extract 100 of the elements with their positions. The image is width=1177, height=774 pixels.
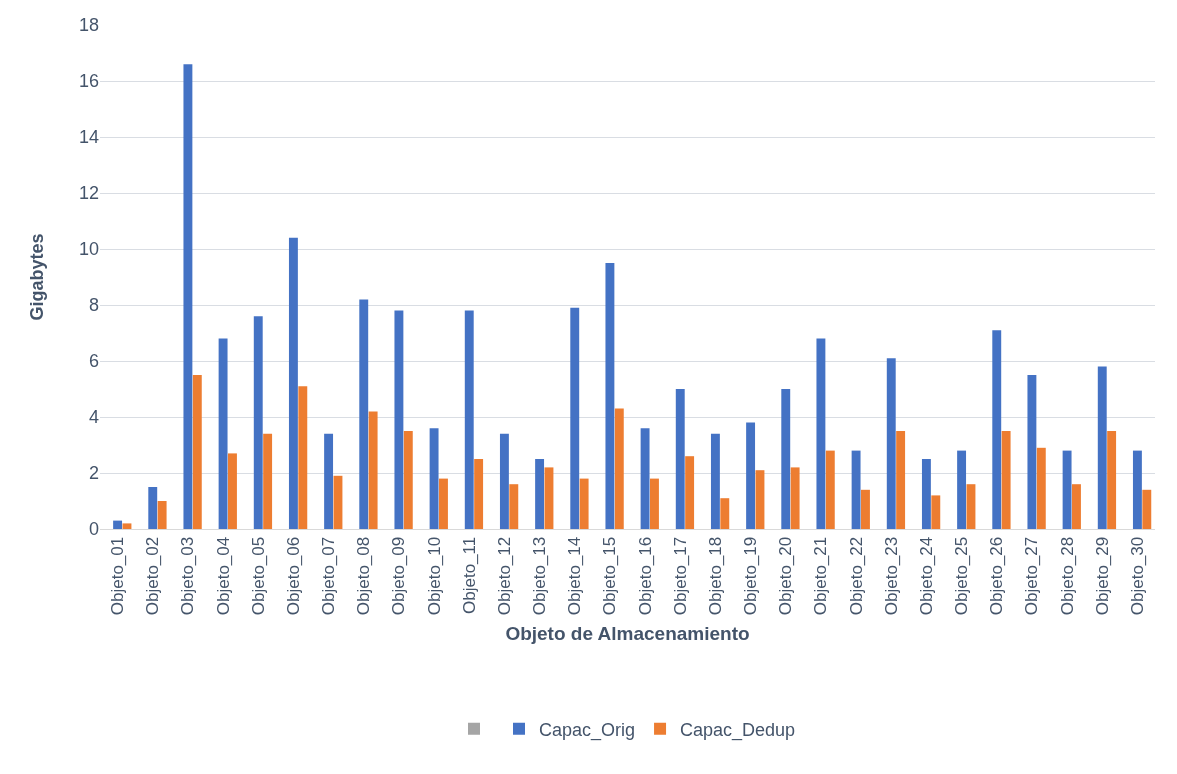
bar (148, 487, 158, 529)
y-tick-label: 12 (78, 183, 99, 204)
x-tick-label: Objeto_12 (494, 536, 514, 616)
bar (218, 338, 228, 529)
legend-label: Capac_Orig (539, 719, 636, 741)
bar (113, 520, 123, 529)
bar (403, 431, 413, 529)
bar (394, 310, 404, 529)
bar (439, 478, 448, 529)
bar (429, 428, 439, 529)
bar (1132, 450, 1142, 529)
bar (640, 428, 650, 529)
x-tick-label: Objeto_15 (600, 536, 620, 616)
bar (781, 389, 791, 529)
y-tick-label: 2 (88, 463, 99, 484)
y-axis-title: Gigabytes (27, 233, 48, 321)
y-tick-label: 6 (88, 351, 99, 372)
bar (816, 338, 826, 529)
bar (675, 389, 685, 529)
bar (896, 431, 906, 529)
bar (1142, 489, 1152, 529)
x-tick-label: Objeto_22 (846, 536, 866, 616)
y-tick-label: 8 (88, 295, 99, 316)
x-tick-label: Objeto_21 (811, 536, 831, 616)
bar (755, 470, 765, 529)
bar (253, 316, 263, 529)
bar (1062, 450, 1072, 529)
bar (509, 484, 519, 529)
x-tick-label: Objeto_11 (459, 536, 479, 614)
bar (1072, 484, 1081, 529)
x-tick-label: Objeto_06 (283, 536, 303, 616)
bar (324, 433, 334, 529)
x-tick-label: Objeto_04 (213, 536, 233, 616)
bar (368, 411, 378, 529)
bar (720, 498, 730, 529)
x-tick-label: Objeto_10 (424, 536, 444, 616)
bar (790, 467, 800, 529)
bar (605, 263, 615, 529)
x-tick-label: Objeto_07 (319, 536, 339, 616)
bar (474, 459, 484, 529)
x-tick-label: Objeto_05 (248, 536, 268, 616)
x-tick-label: Objeto_14 (565, 536, 585, 616)
bar (861, 489, 870, 529)
x-tick-label: Objeto_20 (776, 536, 796, 616)
x-tick-label: Objeto_19 (741, 536, 761, 616)
bar (1097, 366, 1107, 529)
bar (157, 501, 167, 529)
bar (298, 386, 308, 529)
bar (535, 459, 545, 529)
x-tick-label: Objeto_16 (635, 536, 655, 616)
bar (288, 237, 298, 529)
bar (464, 310, 474, 529)
y-tick-label: 18 (78, 15, 99, 36)
x-tick-label: Objeto_01 (108, 536, 128, 616)
x-tick-label: Objeto_18 (705, 536, 725, 616)
bar (544, 467, 554, 529)
bar (183, 64, 193, 529)
y-tick-label: 4 (88, 407, 99, 428)
x-tick-label: Objeto_24 (916, 536, 936, 616)
x-tick-label: Objeto_23 (881, 536, 901, 616)
bar (992, 330, 1002, 529)
bar (359, 299, 369, 529)
x-tick-label: Objeto_29 (1092, 536, 1112, 616)
x-tick-label: Objeto_13 (530, 536, 550, 616)
bar (931, 495, 941, 529)
x-tick-label: Objeto_28 (1057, 536, 1077, 616)
x-tick-label: Objeto_17 (670, 536, 690, 616)
bar (1027, 375, 1037, 529)
bar (957, 450, 967, 529)
bar (710, 433, 720, 529)
bar (966, 484, 976, 529)
bar (122, 523, 132, 529)
bar (499, 433, 509, 529)
x-tick-label: Objeto_26 (987, 536, 1007, 616)
x-tick-label: Objeto_30 (1127, 536, 1147, 616)
bar (921, 459, 931, 529)
bar (886, 358, 896, 529)
x-tick-label: Objeto_27 (1022, 536, 1042, 616)
x-tick-label: Objeto_08 (354, 536, 374, 616)
bar (650, 478, 659, 529)
y-tick-label: 10 (78, 239, 99, 260)
x-tick-label: Objeto_03 (178, 536, 198, 616)
legend-label: Capac_Dedup (680, 719, 796, 741)
x-tick-label: Objeto_09 (389, 536, 409, 616)
y-tick-label: 0 (88, 519, 99, 540)
bar (579, 478, 589, 529)
bar (263, 433, 273, 529)
x-axis-title: Objeto de Almacenamiento (505, 623, 750, 645)
x-tick-label: Objeto_02 (143, 536, 163, 616)
bar (825, 450, 835, 529)
bar (685, 456, 695, 529)
y-tick-label: 16 (78, 71, 99, 92)
bar (1107, 431, 1117, 529)
bar (746, 422, 756, 529)
bar (1036, 447, 1046, 529)
bar (1001, 431, 1011, 529)
bar (192, 375, 202, 529)
bar (614, 408, 624, 529)
x-tick-label: Objeto_25 (952, 536, 972, 616)
y-tick-label: 14 (78, 127, 99, 148)
